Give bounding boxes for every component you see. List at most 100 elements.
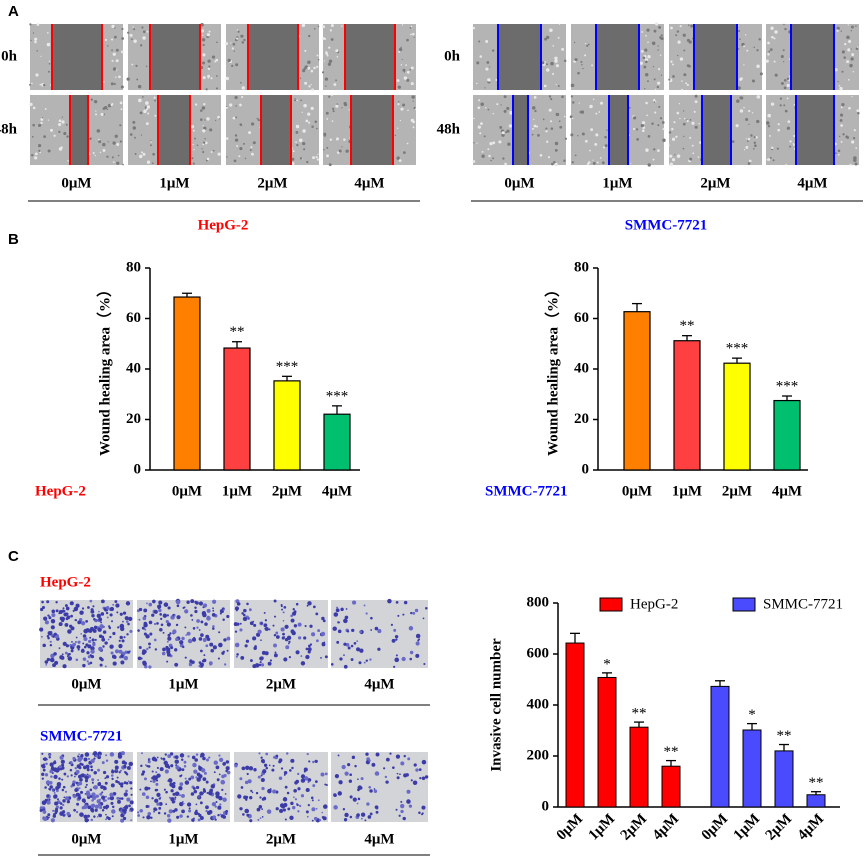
cell xyxy=(657,45,659,47)
cell xyxy=(191,818,195,822)
cell xyxy=(105,804,110,809)
cell xyxy=(275,631,279,635)
cell xyxy=(343,664,348,669)
cell xyxy=(265,752,269,756)
cell xyxy=(272,624,275,627)
cell xyxy=(55,609,59,613)
cell xyxy=(411,95,415,99)
cell xyxy=(784,27,787,31)
bar xyxy=(223,347,251,471)
cell xyxy=(204,141,208,145)
cell xyxy=(191,619,194,621)
cell xyxy=(645,60,648,64)
cell xyxy=(412,32,415,36)
cell xyxy=(250,122,255,126)
cell xyxy=(389,752,392,755)
cell xyxy=(691,144,694,147)
cell xyxy=(291,805,296,810)
cell xyxy=(839,86,843,91)
cell xyxy=(283,657,288,662)
cell xyxy=(640,123,645,128)
cell xyxy=(231,47,234,50)
group-label: SMMC-7721 xyxy=(485,483,568,499)
cell xyxy=(275,635,280,639)
cell xyxy=(354,764,357,768)
cell xyxy=(561,95,564,99)
cell xyxy=(218,754,221,757)
cell xyxy=(657,81,661,85)
cell xyxy=(67,160,69,162)
cell xyxy=(226,767,230,770)
bar xyxy=(173,296,201,471)
cell xyxy=(326,146,329,149)
cell xyxy=(103,785,106,789)
cell xyxy=(740,77,743,79)
cell xyxy=(296,143,299,147)
cell xyxy=(260,756,263,759)
cell xyxy=(651,41,656,46)
cell xyxy=(174,796,177,799)
cell xyxy=(851,53,855,57)
cell xyxy=(226,649,229,652)
cell xyxy=(672,75,675,78)
cell xyxy=(601,161,605,165)
cell xyxy=(121,783,123,786)
cell xyxy=(244,644,248,648)
cell xyxy=(550,61,554,66)
cell xyxy=(485,67,489,71)
cell xyxy=(590,128,594,132)
cell xyxy=(110,651,114,655)
cell xyxy=(89,788,93,792)
cell xyxy=(200,22,204,27)
cell xyxy=(142,152,146,156)
cell xyxy=(162,647,166,652)
cell xyxy=(555,112,560,117)
cell xyxy=(139,788,142,791)
cell xyxy=(478,99,481,102)
cell xyxy=(101,808,105,812)
cell xyxy=(166,614,169,617)
cell xyxy=(288,656,291,659)
cell xyxy=(202,129,206,133)
cell xyxy=(356,802,359,805)
cell xyxy=(49,762,54,767)
cell xyxy=(51,766,55,770)
cell xyxy=(248,608,252,612)
cell xyxy=(306,753,309,756)
cell xyxy=(359,648,364,653)
cell xyxy=(170,789,174,793)
cell xyxy=(202,756,206,761)
cell xyxy=(343,654,345,656)
cell xyxy=(323,60,325,62)
cell xyxy=(109,606,115,612)
cell xyxy=(304,49,307,52)
cell xyxy=(282,619,285,622)
cell xyxy=(328,95,331,98)
cell xyxy=(326,54,329,57)
cell xyxy=(49,640,52,643)
cell xyxy=(395,601,399,604)
cell xyxy=(204,622,208,626)
cell xyxy=(425,607,428,610)
cell xyxy=(492,112,495,115)
cell xyxy=(115,769,118,772)
cell xyxy=(215,119,217,122)
cell xyxy=(339,657,343,661)
cell xyxy=(671,158,676,162)
cell xyxy=(198,629,201,631)
cell xyxy=(578,102,580,104)
cell xyxy=(61,653,64,656)
cell xyxy=(62,607,65,610)
cell xyxy=(243,608,247,613)
cell xyxy=(235,655,238,658)
legend-swatch xyxy=(599,597,623,612)
cell xyxy=(68,762,71,765)
cell xyxy=(117,754,123,759)
row-label: 48h xyxy=(437,121,461,137)
cell xyxy=(96,816,99,818)
cell xyxy=(837,149,841,153)
cell xyxy=(654,111,657,114)
cell xyxy=(112,661,117,666)
cell xyxy=(148,620,153,625)
cell xyxy=(218,642,223,648)
